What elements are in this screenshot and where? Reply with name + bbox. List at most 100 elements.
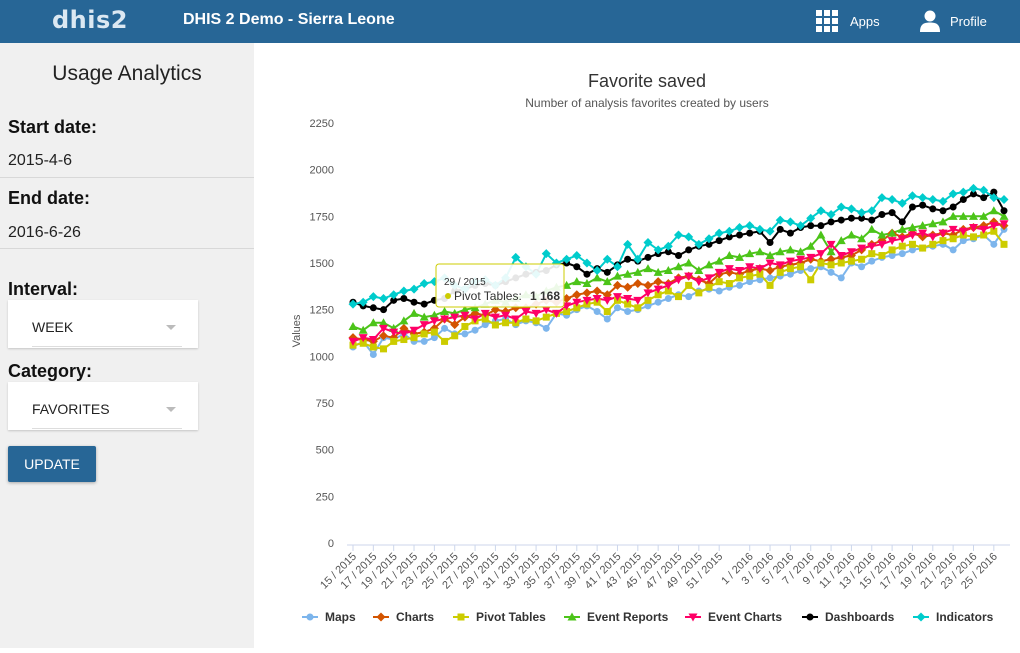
data-point-charts[interactable] — [623, 282, 633, 292]
data-point-indicators[interactable] — [836, 202, 846, 212]
data-point-maps[interactable] — [430, 334, 438, 342]
data-point-indicators[interactable] — [368, 292, 378, 302]
data-point-event-charts[interactable] — [623, 294, 633, 303]
data-point-maps[interactable] — [746, 278, 754, 286]
data-point-charts[interactable] — [633, 279, 643, 289]
data-point-event-reports[interactable] — [887, 228, 897, 237]
data-point-indicators[interactable] — [541, 249, 551, 259]
data-point-indicators[interactable] — [907, 191, 917, 201]
data-point-event-charts[interactable] — [979, 225, 989, 234]
data-point-pivot-tables[interactable] — [400, 336, 408, 344]
data-point-maps[interactable] — [441, 324, 449, 332]
data-point-maps[interactable] — [613, 304, 621, 312]
data-point-pivot-tables[interactable] — [990, 227, 998, 235]
data-point-event-reports[interactable] — [409, 308, 419, 317]
data-point-pivot-tables[interactable] — [827, 261, 835, 269]
data-point-event-reports[interactable] — [429, 310, 439, 319]
data-point-indicators[interactable] — [958, 187, 968, 197]
data-point-event-reports[interactable] — [958, 211, 968, 220]
data-point-pivot-tables[interactable] — [1000, 240, 1008, 248]
data-point-charts[interactable] — [643, 280, 653, 290]
data-point-dashboards[interactable] — [837, 216, 845, 224]
data-point-indicators[interactable] — [663, 241, 673, 251]
data-point-maps[interactable] — [624, 308, 632, 316]
data-point-pivot-tables[interactable] — [481, 315, 489, 323]
data-point-pivot-tables[interactable] — [776, 268, 784, 276]
data-point-event-charts[interactable] — [958, 227, 968, 236]
data-point-indicators[interactable] — [348, 299, 358, 309]
data-point-event-reports[interactable] — [460, 305, 470, 314]
data-point-maps[interactable] — [369, 350, 377, 358]
data-point-event-charts[interactable] — [714, 268, 724, 277]
data-point-pivot-tables[interactable] — [644, 296, 652, 304]
data-point-pivot-tables[interactable] — [654, 291, 662, 299]
data-point-dashboards[interactable] — [817, 222, 825, 230]
data-point-indicators[interactable] — [785, 217, 795, 227]
data-point-dashboards[interactable] — [685, 246, 693, 254]
data-point-maps[interactable] — [858, 263, 866, 271]
data-point-event-reports[interactable] — [419, 312, 429, 321]
legend-symbol[interactable] — [688, 613, 698, 622]
data-point-event-charts[interactable] — [440, 315, 450, 324]
legend-item-charts[interactable]: Charts — [373, 610, 434, 624]
data-point-dashboards[interactable] — [807, 222, 815, 230]
data-point-pivot-tables[interactable] — [725, 280, 733, 288]
data-point-maps[interactable] — [461, 330, 469, 338]
data-point-charts[interactable] — [450, 320, 460, 330]
data-point-event-reports[interactable] — [440, 307, 450, 316]
data-point-pivot-tables[interactable] — [908, 240, 916, 248]
data-point-event-charts[interactable] — [968, 224, 978, 233]
data-point-dashboards[interactable] — [929, 205, 937, 213]
data-point-event-charts[interactable] — [348, 337, 358, 346]
data-point-indicators[interactable] — [735, 223, 745, 233]
data-point-event-charts[interactable] — [938, 229, 948, 238]
data-point-charts[interactable] — [379, 331, 389, 341]
data-point-event-reports[interactable] — [765, 251, 775, 260]
data-point-pivot-tables[interactable] — [441, 337, 449, 345]
data-point-dashboards[interactable] — [725, 233, 733, 241]
data-point-pivot-tables[interactable] — [664, 287, 672, 295]
data-point-pivot-tables[interactable] — [888, 246, 896, 254]
data-point-event-charts[interactable] — [836, 252, 846, 261]
data-point-event-charts[interactable] — [460, 311, 470, 320]
data-point-event-charts[interactable] — [521, 308, 531, 317]
data-point-pivot-tables[interactable] — [410, 334, 418, 342]
legend-symbol[interactable] — [806, 613, 814, 621]
data-point-pivot-tables[interactable] — [624, 300, 632, 308]
category-select[interactable]: FAVORITES — [8, 382, 198, 430]
data-point-indicators[interactable] — [826, 209, 836, 219]
data-point-maps[interactable] — [644, 302, 652, 310]
data-point-event-charts[interactable] — [948, 225, 958, 234]
data-point-charts[interactable] — [592, 286, 602, 296]
data-point-event-reports[interactable] — [968, 211, 978, 220]
data-point-event-reports[interactable] — [999, 211, 1009, 220]
data-point-pivot-tables[interactable] — [878, 252, 886, 260]
data-point-event-charts[interactable] — [470, 315, 480, 324]
data-point-event-charts[interactable] — [877, 240, 887, 249]
data-point-pivot-tables[interactable] — [858, 255, 866, 263]
data-point-event-charts[interactable] — [399, 330, 409, 339]
data-point-event-charts[interactable] — [612, 293, 622, 302]
data-point-event-charts[interactable] — [684, 272, 694, 281]
data-point-event-charts[interactable] — [633, 296, 643, 305]
data-point-dashboards[interactable] — [908, 203, 916, 211]
data-point-event-reports[interactable] — [755, 247, 765, 256]
data-point-event-charts[interactable] — [735, 266, 745, 275]
data-point-pivot-tables[interactable] — [359, 339, 367, 347]
data-point-dashboards[interactable] — [380, 306, 388, 314]
data-point-event-charts[interactable] — [694, 278, 704, 287]
legend-symbol[interactable] — [376, 612, 386, 622]
data-point-dashboards[interactable] — [969, 190, 977, 198]
data-point-event-charts[interactable] — [643, 289, 653, 298]
data-point-indicators[interactable] — [887, 195, 897, 205]
data-point-indicators[interactable] — [562, 254, 572, 264]
data-point-event-reports[interactable] — [592, 273, 602, 282]
data-point-event-charts[interactable] — [826, 240, 836, 249]
data-point-event-reports[interactable] — [816, 230, 826, 239]
data-point-event-charts[interactable] — [846, 248, 856, 257]
data-point-dashboards[interactable] — [827, 218, 835, 226]
data-point-pivot-tables[interactable] — [939, 237, 947, 245]
data-point-event-charts[interactable] — [765, 259, 775, 268]
data-point-pivot-tables[interactable] — [807, 276, 815, 284]
data-point-event-charts[interactable] — [389, 328, 399, 337]
